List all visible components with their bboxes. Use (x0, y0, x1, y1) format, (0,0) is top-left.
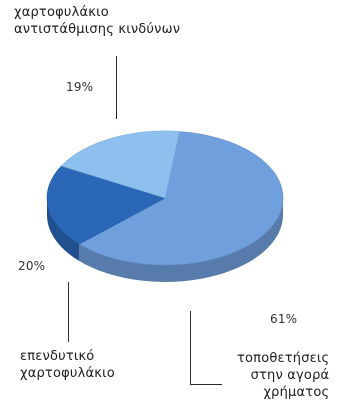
slice-label-hedging-portfolio: χαρτοφυλάκιο αντιστάθμισης κινδύνων (14, 4, 180, 38)
slice-value-money-market: 61% (270, 312, 298, 326)
leader-line-money-market (190, 311, 191, 384)
slice-label-investment-portfolio: επενδυτικό χαρτοφυλάκιο (20, 348, 115, 382)
slice-label-line: χρήματος (263, 385, 330, 400)
slice-label-line: επενδυτικό (20, 349, 95, 364)
slice-value-hedging-portfolio: 19% (66, 80, 94, 94)
slice-label-line: χαρτοφυλάκιο (14, 5, 109, 20)
pie-slice-side-1 (47, 198, 80, 262)
pie-slice-side-0 (79, 198, 283, 282)
leader-line-hedging-portfolio (116, 56, 117, 119)
pie-slice-2 (60, 130, 180, 199)
pie-slice-0 (78, 131, 284, 266)
leader-line-money-market-horizontal (190, 384, 222, 385)
slice-label-money-market: τοποθετήσεις στην αγορά χρήματος (237, 350, 329, 401)
leader-line-investment-portfolio (68, 282, 69, 342)
slice-label-line: τοποθετήσεις (237, 351, 330, 366)
slice-label-line: στην αγορά (250, 368, 330, 383)
slice-label-line: χαρτοφυλάκιο (20, 366, 115, 381)
slice-value-investment-portfolio: 20% (18, 259, 46, 273)
pie-slice-1 (46, 165, 166, 245)
slice-label-line: αντιστάθμισης κινδύνων (14, 22, 181, 37)
